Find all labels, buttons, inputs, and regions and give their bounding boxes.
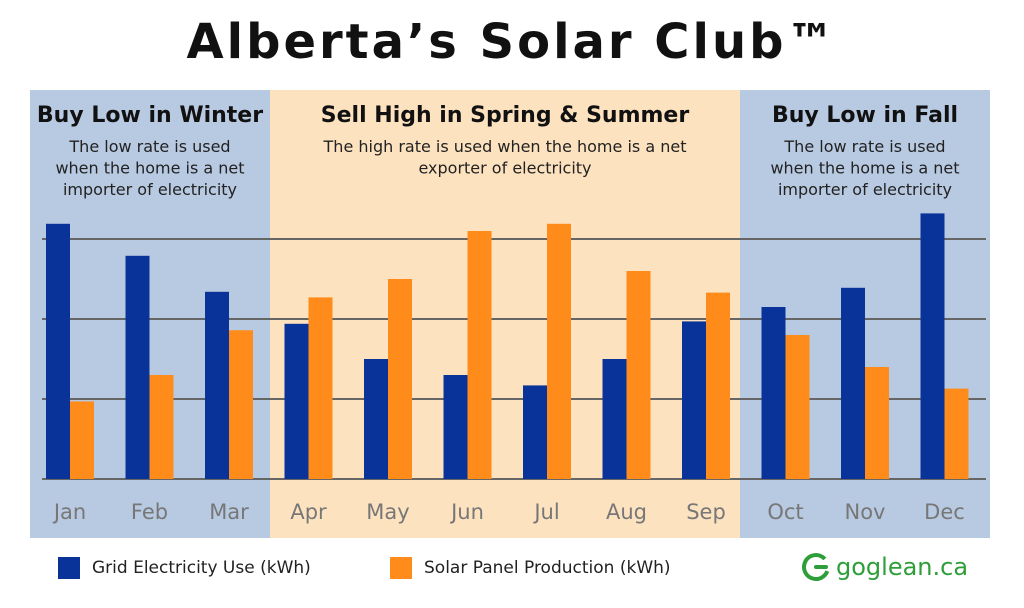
x-tick-label-jun: Jun: [449, 500, 484, 524]
bar-grid-use-may: [364, 359, 388, 479]
bar-solar-production-jun: [467, 231, 492, 479]
legend-item-grid-use: Grid Electricity Use (kWh): [58, 556, 311, 580]
bar-solar-production-jan: [70, 401, 94, 479]
goglean-g-logo-icon: [802, 553, 830, 581]
bar-solar-production-sep: [706, 292, 730, 479]
x-tick-label-apr: Apr: [290, 500, 327, 524]
x-tick-label-oct: Oct: [767, 500, 803, 524]
legend-item-solar-production: Solar Panel Production (kWh): [390, 556, 671, 580]
bar-solar-production-nov: [865, 367, 889, 479]
legend-label-solar-production: Solar Panel Production (kWh): [424, 558, 671, 578]
bar-solar-production-aug: [626, 271, 651, 479]
legend-swatch-solar-production: [390, 557, 412, 579]
bar-grid-use-feb: [125, 255, 150, 479]
bar-grid-use-sep: [682, 321, 706, 479]
season-desc-winter-line-2: when the home is a net: [55, 159, 244, 178]
bar-solar-production-oct: [785, 335, 810, 479]
x-tick-label-feb: Feb: [131, 500, 168, 524]
x-tick-label-jul: Jul: [532, 500, 559, 524]
bar-grid-use-oct: [761, 307, 786, 479]
x-tick-label-may: May: [366, 500, 409, 524]
season-desc-spring-summer-line-2: exporter of electricity: [418, 159, 591, 178]
page-title: Alberta’s Solar Club™: [186, 14, 838, 70]
bar-grid-use-jun: [443, 375, 468, 479]
bar-solar-production-feb: [149, 375, 174, 479]
bar-grid-use-jul: [523, 385, 547, 479]
season-desc-fall-line-3: importer of electricity: [778, 180, 952, 199]
x-tick-label-nov: Nov: [845, 500, 886, 524]
season-desc-spring-summer-line-1: The high rate is used when the home is a…: [323, 137, 687, 156]
brand-text: goglean.ca: [836, 553, 969, 581]
legend-label-grid-use: Grid Electricity Use (kWh): [92, 558, 311, 578]
season-desc-winter-line-3: importer of electricity: [63, 180, 237, 199]
brand-logo[interactable]: goglean.ca: [800, 549, 968, 585]
season-desc-winter-line-1: The low rate is used: [68, 137, 230, 156]
x-tick-label-aug: Aug: [606, 500, 647, 524]
season-desc-fall-line-2: when the home is a net: [770, 159, 959, 178]
x-tick-label-mar: Mar: [209, 500, 249, 524]
x-tick-label-jan: Jan: [52, 500, 86, 524]
season-heading-fall: Buy Low in Fall: [772, 103, 958, 128]
bar-grid-use-nov: [841, 287, 865, 479]
bar-solar-production-may: [388, 279, 412, 479]
bar-grid-use-dec: [920, 213, 945, 479]
bar-solar-production-apr: [308, 297, 333, 479]
bar-grid-use-aug: [602, 359, 627, 479]
season-panel-spring-summer: [270, 90, 740, 538]
bar-grid-use-apr: [284, 323, 309, 479]
season-heading-spring-summer: Sell High in Spring & Summer: [321, 103, 690, 128]
bar-solar-production-mar: [229, 330, 253, 479]
x-tick-label-sep: Sep: [686, 500, 726, 524]
legend-swatch-grid-use: [58, 557, 80, 579]
bar-grid-use-mar: [205, 291, 229, 479]
bar-solar-production-dec: [944, 388, 969, 479]
x-tick-label-dec: Dec: [924, 500, 965, 524]
bar-solar-production-jul: [547, 223, 571, 479]
bar-grid-use-jan: [46, 223, 70, 479]
season-heading-winter: Buy Low in Winter: [37, 103, 263, 128]
season-desc-fall-line-1: The low rate is used: [783, 137, 945, 156]
